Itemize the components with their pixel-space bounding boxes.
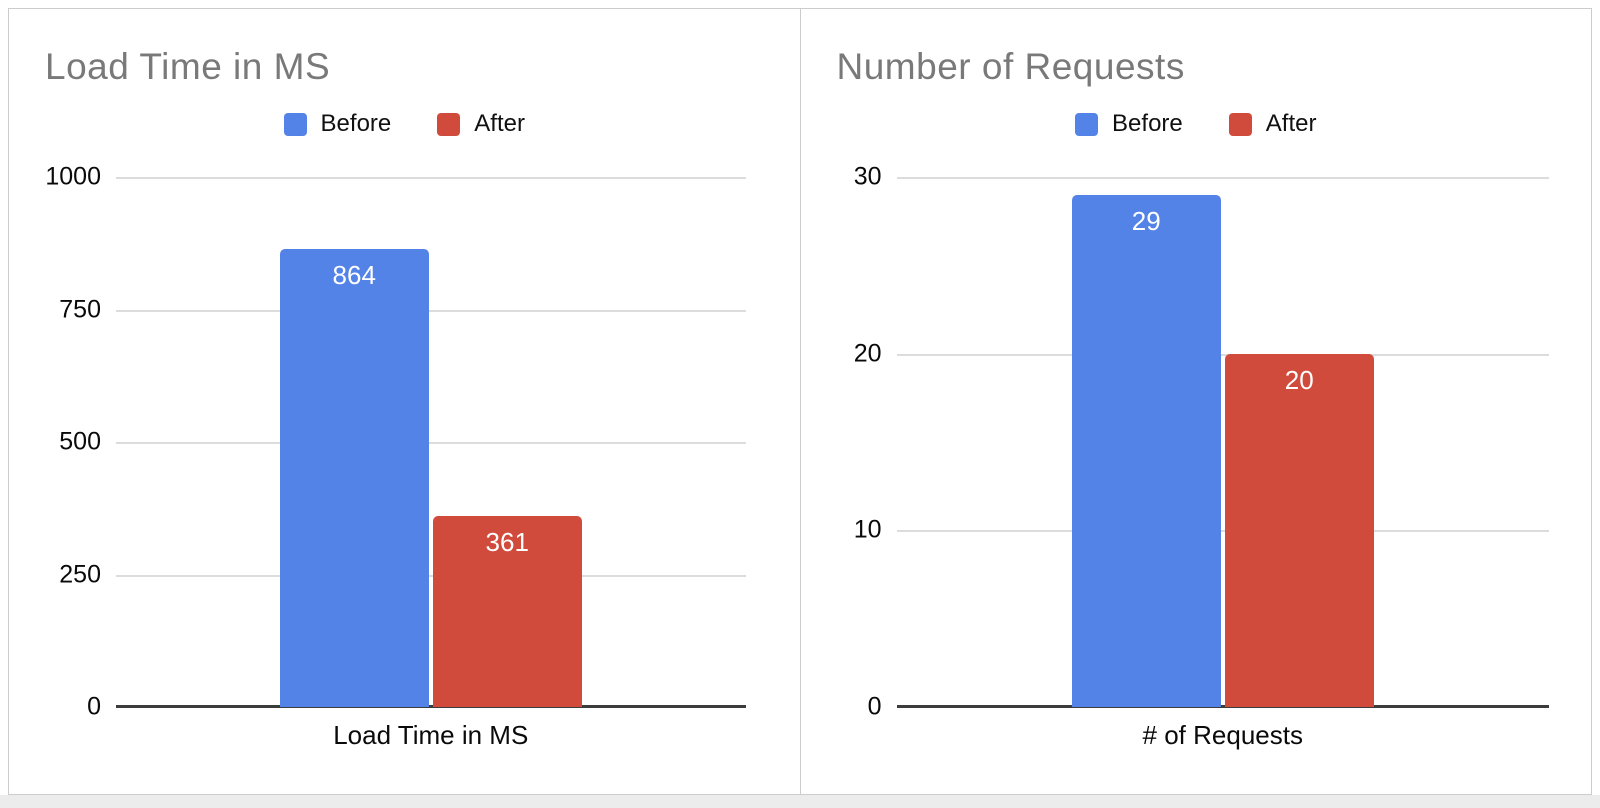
gridline-250 xyxy=(116,574,746,577)
requests-bar-group: 29 20 xyxy=(1071,177,1374,707)
ytick-20: 20 xyxy=(853,339,882,368)
x-axis-line xyxy=(116,705,746,708)
gridline-750 xyxy=(116,309,746,312)
window-bottom-edge xyxy=(0,795,1600,808)
before-swatch-icon xyxy=(283,112,307,136)
before-bar-value: 864 xyxy=(332,260,376,291)
gridline-20 xyxy=(896,353,1549,356)
gridline-10 xyxy=(896,530,1549,533)
x-axis-line xyxy=(896,705,1549,708)
load-time-bar-group: 864 361 xyxy=(279,177,582,707)
ytick-0: 0 xyxy=(867,692,882,721)
load-time-legend: Before After xyxy=(9,110,800,138)
gridline-1000 xyxy=(116,177,746,179)
ytick-0: 0 xyxy=(87,692,101,721)
requests-chart-panel: Number of Requests Before After 30 20 xyxy=(799,8,1592,795)
ytick-250: 250 xyxy=(59,560,101,588)
legend-item-before: Before xyxy=(283,110,392,138)
requests-x-axis-label: # of Requests xyxy=(1142,720,1303,750)
after-swatch-icon xyxy=(1228,112,1252,136)
legend-item-after: After xyxy=(1228,110,1317,138)
requests-plot-area: 30 20 10 0 29 20 xyxy=(854,163,1549,721)
after-bar-value: 361 xyxy=(485,526,529,557)
legend-label-after: After xyxy=(474,110,525,137)
legend-item-before: Before xyxy=(1075,110,1183,138)
ytick-1000: 1000 xyxy=(45,162,101,191)
load-time-chart-title: Load Time in MS xyxy=(45,46,331,87)
legend-label-before: Before xyxy=(1112,110,1183,137)
after-bar-value: 20 xyxy=(1284,364,1314,395)
after-bar: 20 xyxy=(1224,353,1374,707)
legend-item-after: After xyxy=(437,110,525,138)
before-bar: 29 xyxy=(1071,194,1221,707)
requests-legend: Before After xyxy=(801,110,1592,138)
ytick-750: 750 xyxy=(59,295,101,323)
load-time-plot-area: 1000 750 500 250 0 864 361 xyxy=(45,163,746,721)
after-swatch-icon xyxy=(437,112,461,136)
legend-label-after: After xyxy=(1265,110,1317,137)
ytick-500: 500 xyxy=(59,427,101,456)
ytick-30: 30 xyxy=(853,162,882,191)
gridline-30 xyxy=(896,177,1549,179)
requests-chart-title: Number of Requests xyxy=(836,46,1185,87)
gridline-500 xyxy=(116,442,746,444)
after-bar: 361 xyxy=(432,515,582,707)
before-bar-value: 29 xyxy=(1131,205,1161,236)
before-bar: 864 xyxy=(279,249,429,707)
chart-panels: Load Time in MS Before After 1000 750 xyxy=(8,8,1592,795)
ytick-10: 10 xyxy=(853,515,882,544)
load-time-x-axis-label: Load Time in MS xyxy=(333,720,529,750)
before-swatch-icon xyxy=(1075,112,1099,136)
legend-label-before: Before xyxy=(320,110,392,137)
load-time-chart-panel: Load Time in MS Before After 1000 750 xyxy=(8,8,801,795)
